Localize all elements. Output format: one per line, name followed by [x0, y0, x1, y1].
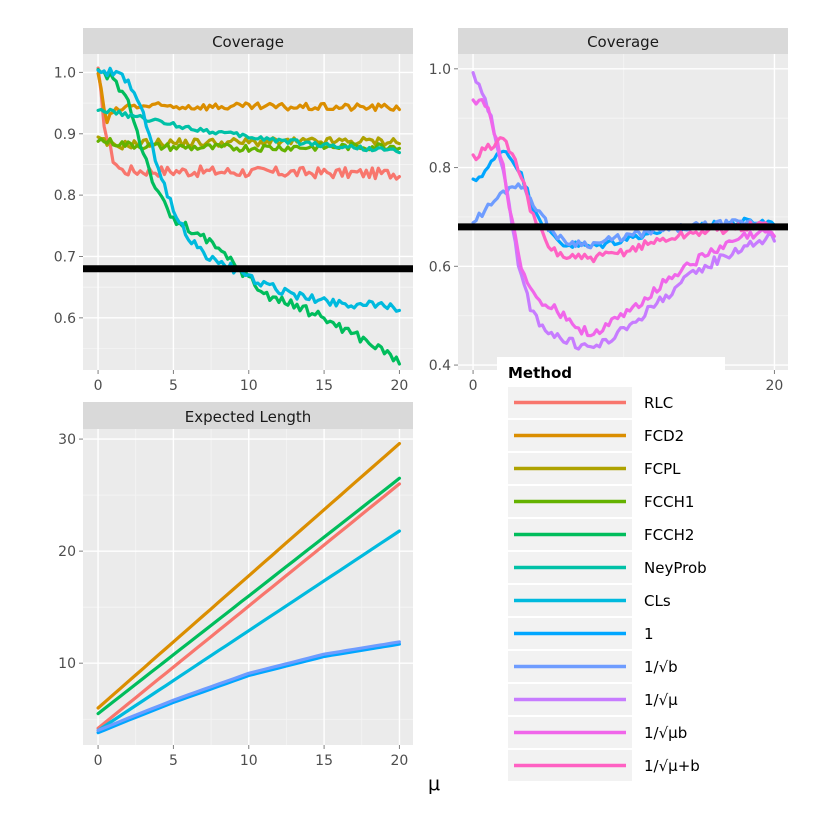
x-tick-label: 15: [315, 378, 333, 394]
x-tick-label: 20: [391, 378, 409, 394]
x-axis-label: μ: [428, 773, 440, 795]
series-line-1/√μ+b: [471, 136, 777, 264]
series-line-1/√μb: [471, 97, 777, 338]
panel-expected-length: Expected Length 10 20 30 0 5 10 15 20: [58, 402, 413, 769]
strip-coverage-prior: [458, 28, 788, 54]
x-tick-label: 10: [240, 753, 258, 769]
x-tick-label: 5: [169, 753, 178, 769]
y-tick-label: 0.8: [429, 161, 451, 177]
strip-title-coverage-prior: Coverage: [587, 33, 659, 51]
y-tick-label: 1.0: [429, 62, 451, 78]
legend-label: FCCH1: [644, 493, 694, 511]
legend: Method RLC FCD2 FCPL FCCH1 FCCH2 NeyProb CLs 1 1…: [497, 357, 725, 782]
y-tick-label: 0.6: [429, 259, 451, 275]
strip-title-coverage-fc: Coverage: [212, 33, 284, 51]
legend-label: RLC: [644, 394, 673, 412]
strip-title-expected-length: Expected Length: [185, 408, 312, 426]
plot-area-coverage-prior: [458, 54, 788, 370]
strip-expected-length: [83, 402, 413, 429]
series-line-RLC: [96, 482, 401, 730]
series-line-1/√μ: [471, 70, 777, 351]
y-tick-label: 0.9: [54, 127, 76, 143]
y-tick-label: 0.8: [54, 188, 76, 204]
series-line-CLs: [96, 529, 401, 733]
panel-coverage-fc: Coverage 0.6 0.7 0.8 0.9 1.0 0 5 10 15 20: [54, 28, 413, 394]
series-line-CLs: [96, 66, 401, 313]
y-tick-label: 10: [58, 656, 76, 672]
series-line-FCD2: [96, 442, 401, 710]
x-tick-label: 20: [391, 753, 409, 769]
x-tick-label: 0: [94, 378, 103, 394]
legend-label: 1/√μb: [644, 724, 687, 742]
panel-coverage-prior: Coverage 0.4 0.6 0.8 1.0 0 20: [429, 28, 788, 394]
legend-label: 1: [644, 625, 654, 643]
legend-label: FCD2: [644, 427, 684, 445]
y-tick-label: 30: [58, 432, 76, 448]
series-line-FCD2: [96, 71, 401, 125]
y-tick-label: 0.7: [54, 249, 76, 265]
plot-area-coverage-fc: [83, 54, 413, 370]
legend-label: FCPL: [644, 460, 681, 478]
series-line-NeyProb: [96, 107, 401, 155]
y-tick-label: 0.6: [54, 311, 76, 327]
legend-label: 1/√μ+b: [644, 757, 700, 775]
x-tick-label: 0: [469, 378, 478, 394]
y-tick-label: 1.0: [54, 65, 76, 81]
x-tick-label: 5: [169, 378, 178, 394]
legend-label: CLs: [644, 592, 671, 610]
y-tick-label: 0.4: [429, 358, 451, 374]
series-line-FCCH2: [96, 476, 401, 716]
legend-label: NeyProb: [644, 559, 707, 577]
x-tick-label: 20: [766, 378, 784, 394]
legend-label: 1/√μ: [644, 691, 678, 709]
series-line-1: [96, 642, 401, 735]
y-tick-label: 20: [58, 544, 76, 560]
x-tick-label: 15: [315, 753, 333, 769]
legend-label: 1/√b: [644, 658, 678, 676]
legend-title: Method: [508, 364, 572, 382]
x-tick-label: 10: [240, 378, 258, 394]
strip-coverage-fc: [83, 28, 413, 54]
series-line-1/√b: [96, 640, 401, 733]
x-tick-label: 0: [94, 753, 103, 769]
legend-label: FCCH2: [644, 526, 694, 544]
series-line-FCCH2: [96, 67, 401, 366]
